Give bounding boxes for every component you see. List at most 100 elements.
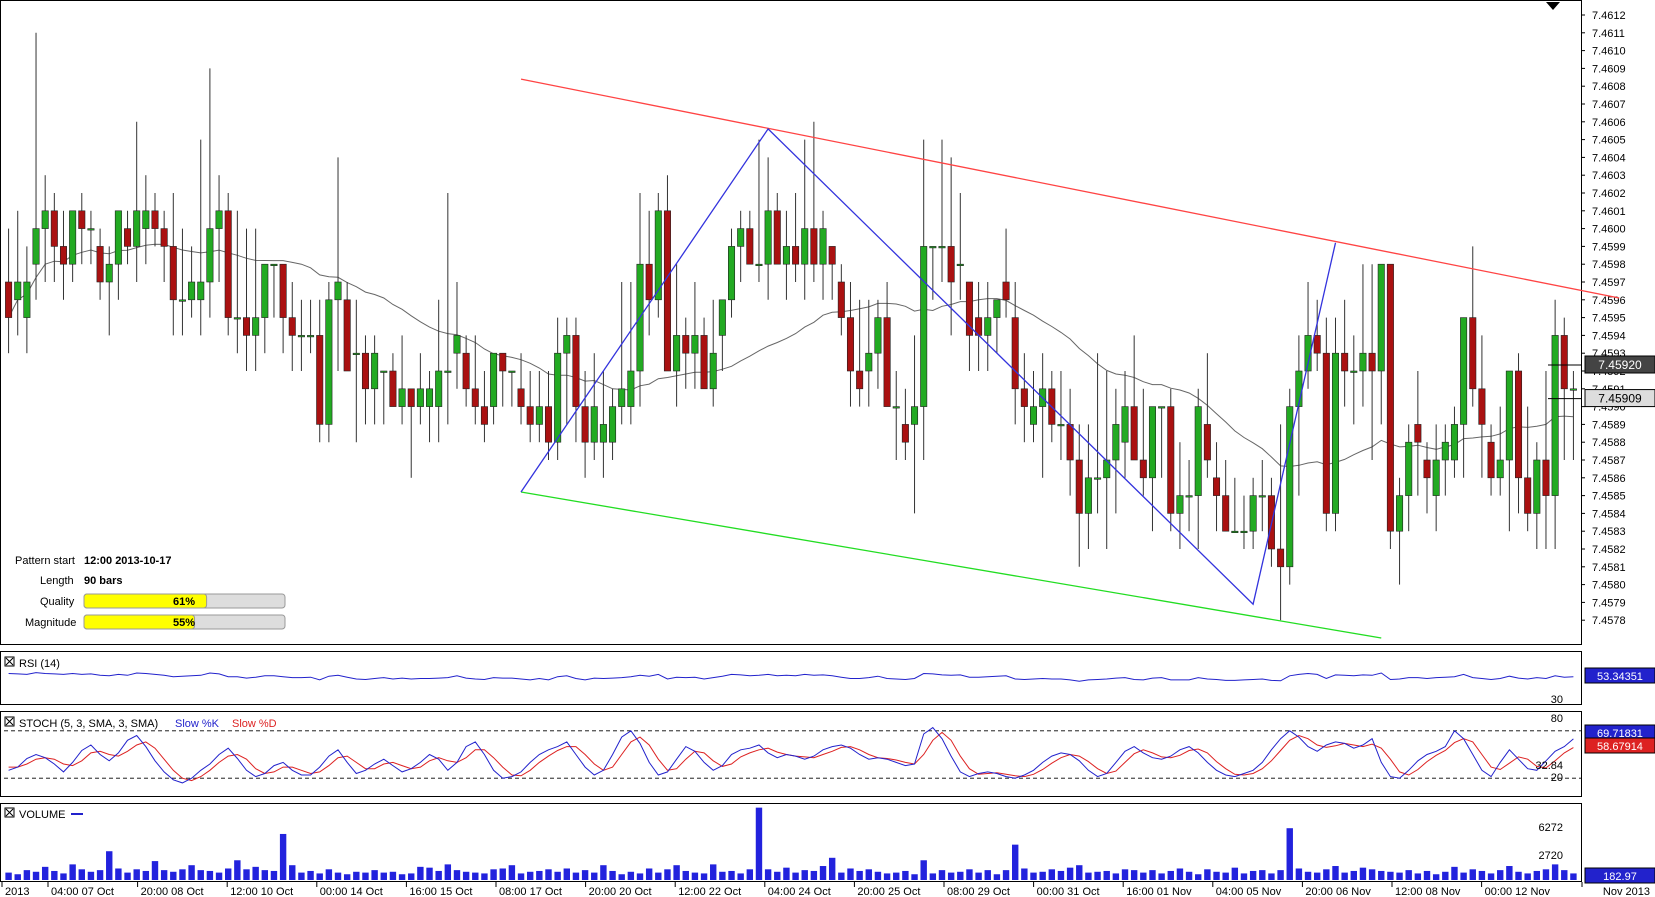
volume-bar [1497, 870, 1504, 880]
candle-body [407, 388, 415, 407]
ma-polyline [8, 243, 1574, 468]
time-tick-label: 2013 [5, 886, 29, 897]
volume-bar [1249, 870, 1257, 880]
candle-body [215, 210, 223, 229]
stoch-d-label: Slow %D [232, 718, 277, 730]
candle-body [371, 352, 379, 390]
price-tick-label: 7.4602 [1592, 188, 1626, 200]
price-tick-label: 7.4594 [1592, 330, 1626, 342]
price-tag-label: 7.45909 [1598, 392, 1642, 406]
pattern-start-value: 12:00 2013-10-17 [84, 555, 171, 567]
volume-bar [728, 870, 735, 880]
volume-bar [225, 868, 232, 880]
candle-body [1386, 263, 1394, 532]
candle-body [279, 263, 287, 318]
candle-body [1460, 317, 1468, 425]
time-tick-label: 12:00 22 Oct [678, 886, 741, 897]
candle-body [828, 246, 836, 265]
stoch-panel: STOCH (5, 3, SMA, 3, SMA) Slow %K Slow %… [4, 713, 1581, 784]
volume-bar [792, 872, 799, 880]
candle-body [1396, 495, 1404, 532]
candle-body [169, 246, 177, 301]
volume-bar [1533, 870, 1541, 880]
candle-body [490, 352, 498, 407]
candle-body [865, 352, 873, 372]
candle-body [1194, 406, 1202, 496]
candle-body [1441, 441, 1449, 461]
volume-bar [508, 865, 516, 880]
candle-body [1130, 406, 1138, 461]
volume-bar [1140, 872, 1147, 880]
volume-value-tag: 182.97 [1603, 871, 1637, 883]
candle-body [1139, 459, 1147, 479]
time-tick-label: 04:00 05 Nov [1216, 886, 1282, 897]
candle-body [663, 210, 671, 372]
volume-bar [444, 864, 452, 880]
time-tick-label: 12:00 10 Oct [230, 886, 293, 897]
volume-bar [197, 870, 204, 880]
price-tag-box [1584, 389, 1655, 408]
price-tick-label: 7.4606 [1592, 117, 1626, 129]
candle-body [361, 352, 369, 390]
rsi-value-tag: 53.34351 [1597, 671, 1643, 683]
volume-bar [435, 870, 442, 880]
candle-body [243, 317, 251, 336]
candle-body [87, 228, 95, 231]
time-tick-label: 12:00 08 Nov [1395, 886, 1461, 897]
volume-bar [426, 867, 433, 880]
time-tick-label: 16:00 01 Nov [1126, 886, 1192, 897]
candle-body [261, 263, 269, 318]
candle-body [819, 228, 827, 265]
pattern-length-label: Length [40, 575, 74, 587]
candle-body [1304, 335, 1312, 372]
candle-body [426, 388, 434, 407]
volume-bar [645, 868, 653, 880]
candle-body [1258, 495, 1266, 498]
candle-body [609, 406, 617, 443]
time-tick-label: 00:00 14 Oct [320, 886, 383, 897]
candle-body [1148, 406, 1156, 479]
candle-body [993, 299, 1001, 318]
candle-body [1075, 459, 1083, 514]
price-tick-label: 7.4598 [1592, 259, 1626, 271]
candle-body [444, 370, 452, 373]
volume-bar [160, 870, 168, 880]
price-tick-label: 7.4595 [1592, 313, 1626, 325]
candle-body [892, 406, 900, 409]
volume-bar [23, 870, 31, 880]
candle-body [581, 406, 589, 443]
volume-bar [554, 871, 561, 880]
volume-bar [1185, 871, 1193, 880]
price-tick-label: 7.4582 [1592, 544, 1626, 556]
volume-bar [261, 870, 269, 880]
stoch-level-80: 80 [1551, 713, 1563, 725]
candle-body [188, 281, 196, 301]
volume-bar [1286, 828, 1293, 880]
candle-body [682, 335, 690, 354]
volume-bar [1478, 870, 1486, 880]
volume-bar [1423, 870, 1431, 880]
volume-bar [947, 872, 955, 880]
candle-body [618, 388, 626, 407]
volume-bar [1524, 873, 1531, 880]
price-axis: 7.4612 7.4611 7.4610 7.4609 7.4608 7.4607 7.46… [1581, 10, 1626, 627]
candle-body [142, 210, 150, 229]
candle-body [160, 228, 168, 247]
volume-bar [408, 873, 415, 880]
volume-bar [856, 870, 863, 880]
volume-bar [243, 869, 250, 880]
volume-bar [874, 871, 882, 880]
price-tag-box [1584, 355, 1655, 374]
price-tick-label: 7.4581 [1592, 562, 1626, 574]
candle-body [1203, 424, 1211, 461]
candle-body [554, 352, 562, 443]
candle-body [572, 335, 580, 407]
time-tick-label: 20:00 08 Oct [141, 886, 204, 897]
quality-fill [83, 593, 208, 609]
time-tick-label: 20:00 06 Nov [1305, 886, 1371, 897]
candle-body [782, 246, 790, 265]
candle-body [1121, 406, 1129, 443]
time-tick-label: 04:00 24 Oct [768, 886, 831, 897]
scroll-arrow-icon[interactable] [1546, 2, 1560, 10]
volume-bar [1039, 871, 1046, 880]
